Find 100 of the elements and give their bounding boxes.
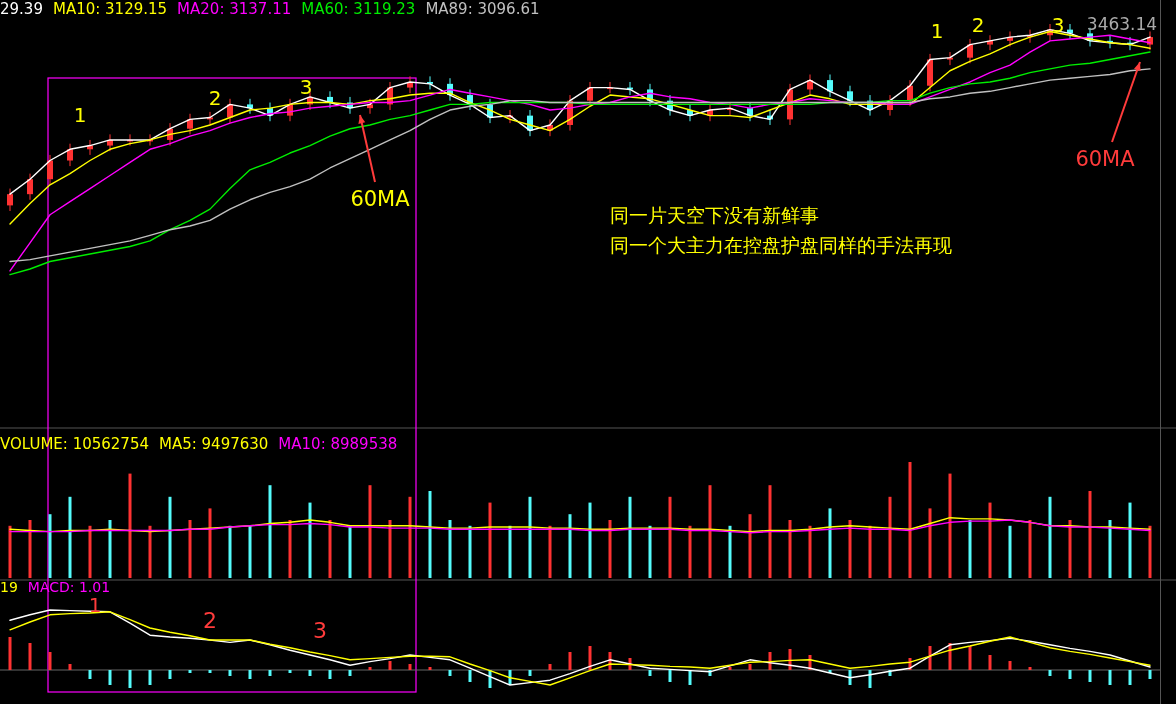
bar: [1008, 661, 1012, 670]
bar: [248, 525, 252, 578]
bar: [1048, 496, 1052, 578]
bar: [1148, 525, 1152, 578]
candlestick: [967, 38, 973, 64]
bar: [208, 670, 212, 673]
bar: [1028, 520, 1032, 578]
bar: [608, 520, 612, 578]
bar: [368, 485, 372, 578]
bar: [1148, 670, 1152, 679]
bar: [168, 496, 172, 578]
bar: [28, 643, 32, 670]
bar: [768, 485, 772, 578]
text: MA89: 3096.61: [425, 0, 540, 18]
bar: [388, 661, 392, 670]
bar: [1108, 670, 1112, 685]
bar: [588, 646, 592, 670]
bar: [128, 473, 132, 578]
bar: [108, 670, 112, 685]
bar: [848, 520, 852, 578]
annotation: 60MA: [1075, 147, 1136, 171]
bar: [1008, 525, 1012, 578]
bar: [288, 670, 292, 673]
text: MA5: 9497630: [158, 435, 269, 453]
bar: [448, 520, 452, 578]
bar: [808, 525, 812, 578]
bar: [628, 496, 632, 578]
bar: [568, 652, 572, 670]
bar: [648, 670, 652, 676]
bar: [128, 670, 132, 688]
bar: [28, 520, 32, 578]
bar: [208, 508, 212, 578]
text: MA10: 3129.15: [52, 0, 168, 18]
text: 19: [0, 579, 18, 595]
bar: [868, 525, 872, 578]
annotation: 60MA: [350, 187, 411, 211]
bar: [1128, 670, 1132, 685]
bar: [728, 667, 732, 670]
candlestick: [7, 188, 13, 212]
bar: [968, 646, 972, 670]
annotation: 1: [88, 593, 102, 617]
candlestick: [27, 173, 33, 201]
bar: [868, 670, 872, 688]
annotation: 2: [208, 86, 222, 110]
bar: [1068, 520, 1072, 578]
candlestick: [187, 113, 193, 135]
bar: [68, 664, 72, 670]
bar: [448, 670, 452, 676]
candlestick: [827, 73, 833, 98]
bar: [688, 670, 692, 685]
bar: [148, 525, 152, 578]
bar: [1028, 667, 1032, 670]
bar: [488, 502, 492, 578]
bar: [48, 514, 52, 578]
annotation: 3: [313, 618, 327, 643]
bar: [468, 525, 472, 578]
bar: [548, 525, 552, 578]
bar: [308, 670, 312, 676]
annotation: 2: [971, 13, 985, 37]
bar: [928, 646, 932, 670]
bar: [748, 664, 752, 670]
bar: [268, 670, 272, 676]
bar: [88, 670, 92, 679]
bar: [528, 670, 532, 676]
bar: [848, 670, 852, 685]
bar: [988, 655, 992, 670]
bar: [228, 525, 232, 578]
bar: [1108, 520, 1112, 578]
candlestick: [947, 51, 953, 66]
bar: [648, 525, 652, 578]
bar: [528, 496, 532, 578]
bar: [148, 670, 152, 685]
bar: [188, 520, 192, 578]
bar: [188, 670, 192, 673]
bar: [1088, 670, 1092, 682]
bar: [348, 525, 352, 578]
bar: [388, 520, 392, 578]
candlestick: [847, 85, 853, 107]
bar: [428, 667, 432, 670]
bar: [1048, 670, 1052, 676]
text: MA60: 3119.23: [301, 0, 416, 18]
bar: [88, 525, 92, 578]
bar: [328, 520, 332, 578]
bar: [428, 491, 432, 578]
bar: [288, 520, 292, 578]
bar: [708, 485, 712, 578]
candlestick: [47, 154, 53, 186]
bar: [408, 664, 412, 670]
bar: [508, 525, 512, 578]
bar: [8, 637, 12, 670]
candlestick: [587, 81, 593, 107]
bar: [408, 496, 412, 578]
bar: [168, 670, 172, 679]
bar: [1088, 491, 1092, 578]
bar: [68, 496, 72, 578]
bar: [588, 502, 592, 578]
bar: [268, 485, 272, 578]
annotation: 1: [930, 19, 944, 43]
candlestick: [987, 34, 993, 51]
bar: [368, 667, 372, 670]
